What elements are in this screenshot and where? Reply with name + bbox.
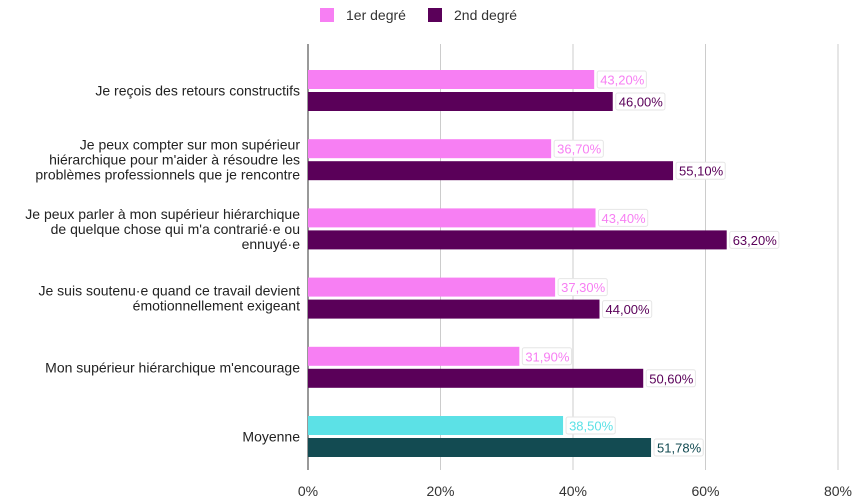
bar-series-1 [308,139,552,159]
legend-label-1: 1er degré [346,7,406,23]
data-label-background [675,161,726,180]
data-label-background [602,300,653,319]
bar-series-2 [308,92,613,111]
x-tick-label: 60% [691,483,719,499]
category-label: Mon supérieur hiérarchique m'encourage [45,359,300,375]
bar-series-1 [308,416,564,435]
data-label: 36,70% [557,142,602,157]
data-label-background [653,438,704,457]
data-label: 38,50% [569,419,614,434]
bar-series-1 [308,208,596,228]
data-label-background [565,416,616,435]
data-label: 44,00% [606,302,651,317]
bar-series-1 [308,277,556,297]
data-label-background [521,347,573,366]
data-label: 50,60% [649,371,694,386]
gridlines [307,44,839,470]
category-labels: Je reçois des retours constructifs Je peu… [25,83,300,445]
data-label: 31,90% [525,349,570,364]
bar-series-2 [308,299,600,319]
bar-series-2 [308,161,674,181]
category-label: Moyenne [242,429,300,445]
category-label: Je peux compter sur mon supérieur hiérarc… [35,137,300,183]
bars [308,70,727,457]
x-tick-label: 40% [559,483,587,499]
data-label-background [596,70,647,89]
data-label-background [598,208,649,227]
legend: 1er degré 2nd degré [320,7,517,23]
x-tick-label: 20% [426,483,454,499]
bar-series-1 [308,70,595,89]
data-label: 55,10% [679,164,724,179]
bar-series-1 [308,346,520,366]
legend-label-2: 2nd degré [454,7,517,23]
category-label: Je peux parler à mon supérieur hiérarchi… [25,206,300,252]
data-label: 63,20% [733,233,778,248]
x-tick-label: 0% [298,483,318,499]
data-label-background [557,278,608,297]
data-label-background [615,92,666,111]
x-axis-ticks: 0% 20% 40% 60% 80% [298,483,852,499]
data-label: 46,00% [619,95,664,110]
data-label: 43,20% [600,73,645,88]
data-label-background [645,369,696,388]
x-tick-label: 80% [824,483,852,499]
data-label-background [729,230,780,249]
data-labels: 43,20% 36,70% 43,40% 37,30% 31,90% 38,50% 46,0… [521,70,780,457]
legend-swatch-2 [428,8,442,22]
category-label: Je reçois des retours constructifs [95,83,300,99]
data-label-background [553,139,604,158]
data-label: 43,40% [602,211,647,226]
category-label: Je suis soutenu·e quand ce travail devie… [39,283,301,314]
data-label: 37,30% [561,280,606,295]
bar-series-2 [308,230,727,250]
legend-swatch-1 [320,8,334,22]
data-label: 51,78% [657,441,702,456]
bar-series-2 [308,368,644,388]
bar-series-2 [308,438,652,457]
